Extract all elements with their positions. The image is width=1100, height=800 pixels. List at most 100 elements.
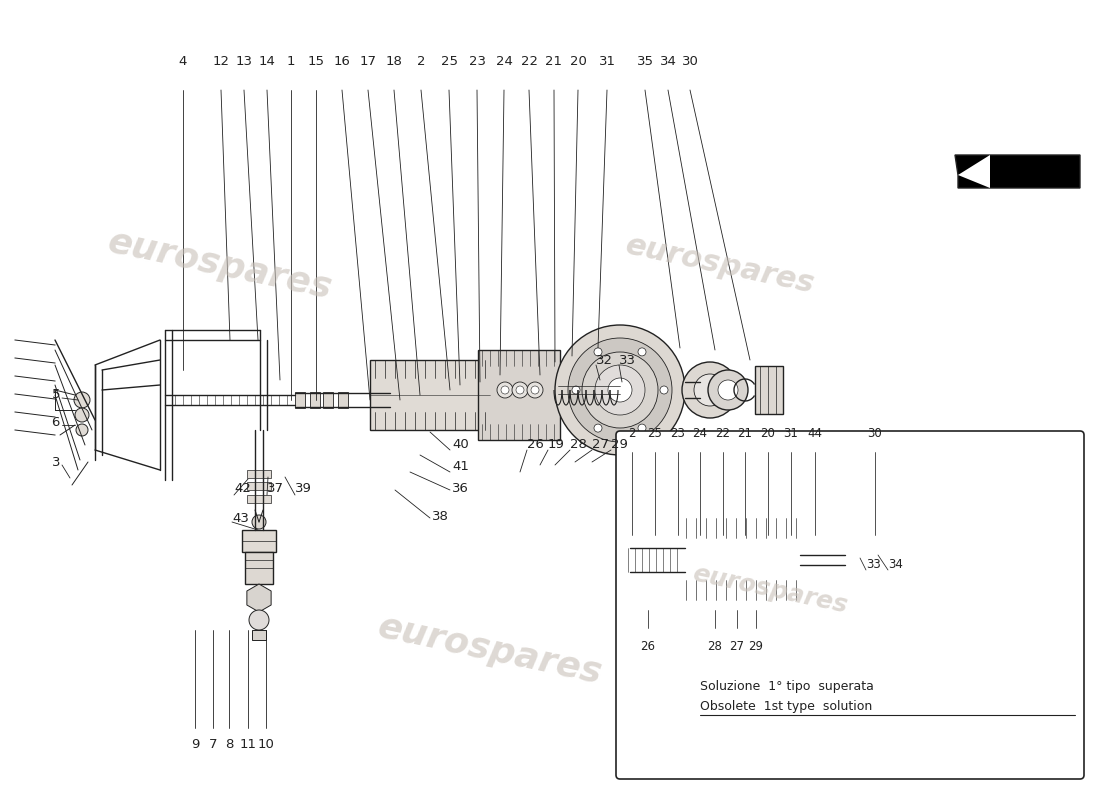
Circle shape	[852, 559, 874, 581]
Bar	[295, 392, 305, 408]
Text: 24: 24	[496, 55, 513, 68]
Text: 11: 11	[240, 738, 256, 751]
Text: 27: 27	[729, 640, 745, 653]
Circle shape	[556, 325, 685, 455]
Text: 12: 12	[212, 55, 230, 68]
Text: 15: 15	[308, 55, 324, 68]
Circle shape	[512, 382, 528, 398]
Bar	[680, 518, 800, 600]
Bar	[621, 542, 640, 578]
Circle shape	[497, 382, 513, 398]
Text: 17: 17	[360, 55, 376, 68]
Bar	[248, 470, 271, 478]
Circle shape	[718, 380, 738, 400]
Bar	[245, 552, 273, 584]
Text: eurospares: eurospares	[104, 225, 336, 306]
Circle shape	[594, 424, 602, 432]
Text: 43: 43	[232, 511, 249, 525]
Text: 35: 35	[637, 55, 653, 68]
Bar	[310, 392, 320, 408]
Text: 26: 26	[640, 640, 656, 653]
Text: 28: 28	[707, 640, 723, 653]
Circle shape	[708, 370, 748, 410]
Text: 44: 44	[807, 427, 823, 440]
Polygon shape	[246, 584, 271, 612]
Circle shape	[527, 382, 543, 398]
Text: 19: 19	[548, 438, 565, 451]
Text: 34: 34	[660, 55, 676, 68]
Text: 39: 39	[295, 482, 312, 494]
Circle shape	[516, 386, 524, 394]
Bar	[242, 530, 276, 552]
Circle shape	[582, 352, 658, 428]
Text: 29: 29	[748, 640, 763, 653]
Circle shape	[74, 392, 90, 408]
Text: 1: 1	[287, 55, 295, 68]
Text: 18: 18	[386, 55, 403, 68]
Text: 42: 42	[234, 482, 251, 494]
Text: 4: 4	[179, 55, 187, 68]
Text: 7: 7	[209, 738, 218, 751]
Circle shape	[638, 348, 646, 356]
Text: 32: 32	[596, 354, 613, 366]
Circle shape	[76, 424, 88, 436]
Text: 41: 41	[452, 459, 469, 473]
Circle shape	[595, 365, 645, 415]
Text: 5: 5	[52, 389, 60, 402]
Circle shape	[594, 348, 602, 356]
Text: 24: 24	[693, 427, 707, 440]
Text: 25: 25	[440, 55, 458, 68]
FancyBboxPatch shape	[616, 431, 1084, 779]
Text: 8: 8	[224, 738, 233, 751]
Text: 25: 25	[648, 427, 662, 440]
Circle shape	[252, 515, 266, 529]
Text: 31: 31	[783, 427, 799, 440]
Text: 10: 10	[257, 738, 274, 751]
Circle shape	[823, 528, 887, 592]
Bar	[252, 630, 266, 640]
Text: 33: 33	[866, 558, 881, 571]
Text: Soluzione  1° tipo  superata: Soluzione 1° tipo superata	[700, 680, 873, 693]
Text: 20: 20	[760, 427, 775, 440]
Circle shape	[608, 378, 632, 402]
Circle shape	[835, 540, 874, 580]
Circle shape	[75, 408, 89, 422]
Text: 20: 20	[570, 55, 586, 68]
Text: 23: 23	[469, 55, 485, 68]
Circle shape	[249, 610, 270, 630]
Text: 29: 29	[610, 438, 628, 451]
Bar	[323, 392, 333, 408]
Text: 26: 26	[527, 438, 543, 451]
Text: 14: 14	[258, 55, 275, 68]
Text: 16: 16	[333, 55, 351, 68]
Text: eurospares: eurospares	[690, 562, 850, 618]
Text: 31: 31	[598, 55, 616, 68]
Text: 28: 28	[570, 438, 587, 451]
Text: 23: 23	[671, 427, 685, 440]
Text: 9: 9	[190, 738, 199, 751]
Text: eurospares: eurospares	[623, 230, 817, 299]
Text: 2: 2	[417, 55, 426, 68]
Polygon shape	[958, 155, 990, 188]
Text: 2: 2	[628, 427, 636, 440]
Circle shape	[852, 538, 896, 582]
Text: 30: 30	[868, 427, 882, 440]
Bar	[338, 392, 348, 408]
Circle shape	[637, 621, 659, 643]
Text: 13: 13	[235, 55, 253, 68]
Bar	[248, 482, 271, 490]
Circle shape	[864, 548, 887, 572]
Text: 22: 22	[520, 55, 538, 68]
Text: 36: 36	[452, 482, 469, 494]
Text: 6: 6	[52, 415, 60, 429]
Text: 22: 22	[715, 427, 730, 440]
Circle shape	[898, 488, 922, 512]
Bar	[248, 495, 271, 503]
Text: 21: 21	[546, 55, 562, 68]
Polygon shape	[955, 155, 1080, 188]
Text: 27: 27	[592, 438, 609, 451]
Circle shape	[694, 374, 726, 406]
Circle shape	[660, 386, 668, 394]
Text: eurospares: eurospares	[375, 610, 605, 690]
Text: 30: 30	[682, 55, 698, 68]
